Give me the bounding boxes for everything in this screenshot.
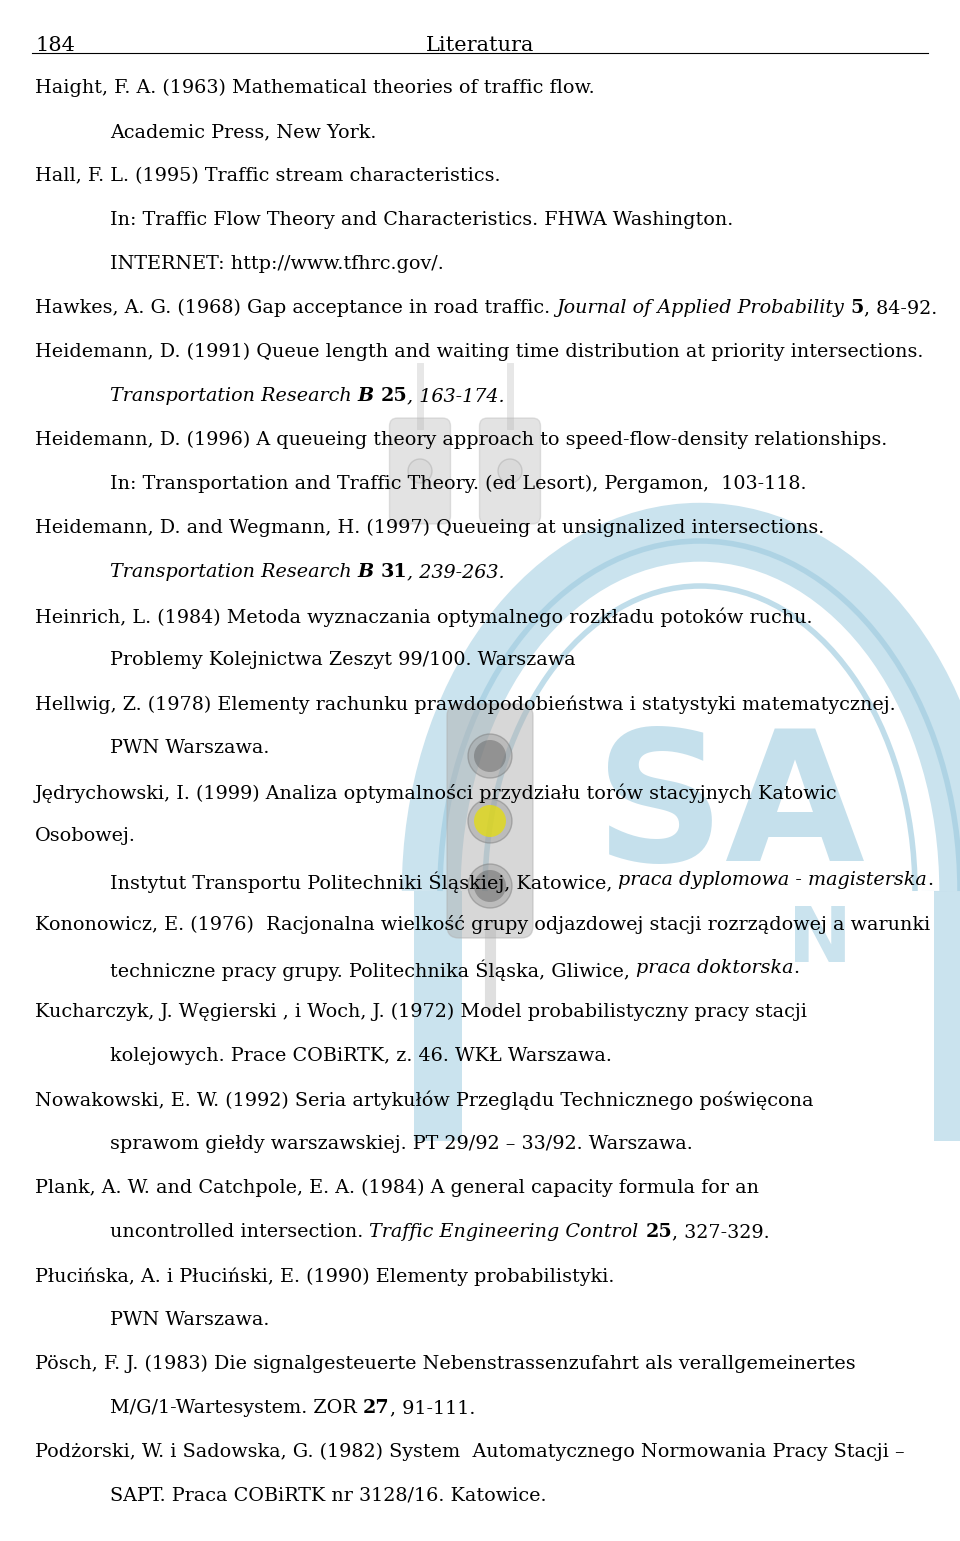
Text: uncontrolled intersection.: uncontrolled intersection. (110, 1224, 370, 1241)
Circle shape (468, 865, 512, 908)
Text: 5: 5 (851, 299, 864, 317)
FancyBboxPatch shape (479, 418, 540, 524)
Text: Plank, A. W. and Catchpole, E. A. (1984) A general capacity formula for an: Plank, A. W. and Catchpole, E. A. (1984)… (35, 1179, 759, 1197)
Text: N: N (788, 905, 852, 979)
Text: INTERNET: http://www.tfhrc.gov/.: INTERNET: http://www.tfhrc.gov/. (110, 254, 444, 273)
Text: Transportation Research: Transportation Research (110, 387, 358, 405)
Text: B: B (358, 387, 374, 405)
Text: praca dyplomowa - magisterska: praca dyplomowa - magisterska (618, 871, 927, 889)
Text: 31: 31 (380, 562, 407, 581)
Text: Traffic Engineering Control: Traffic Engineering Control (370, 1224, 638, 1241)
Text: Heinrich, L. (1984) Metoda wyznaczania optymalnego rozkładu potoków ruchu.: Heinrich, L. (1984) Metoda wyznaczania o… (35, 607, 812, 627)
Text: , 327-329.: , 327-329. (672, 1224, 770, 1241)
Text: Jędrychowski, I. (1999) Analiza optymalności przydziału torów stacyjnych Katowic: Jędrychowski, I. (1999) Analiza optymaln… (35, 783, 838, 803)
Text: Hellwig, Z. (1978) Elementy rachunku prawdopodobieństwa i statystyki matematyczn: Hellwig, Z. (1978) Elementy rachunku pra… (35, 695, 896, 713)
Text: Kucharczyk, J. Węgierski , i Woch, J. (1972) Model probabilistyczny pracy stacji: Kucharczyk, J. Węgierski , i Woch, J. (1… (35, 1003, 807, 1022)
Text: Journal of Applied Probability: Journal of Applied Probability (556, 299, 844, 317)
Text: Kononowicz, E. (1976)  Racjonalna wielkość grupy odjazdowej stacji rozrządowej a: Kononowicz, E. (1976) Racjonalna wielkoś… (35, 915, 930, 934)
Text: techniczne pracy grupy. Politechnika Śląska, Gliwice,: techniczne pracy grupy. Politechnika Ślą… (110, 959, 636, 980)
Text: Literatura: Literatura (426, 35, 534, 55)
FancyBboxPatch shape (390, 418, 450, 524)
Circle shape (474, 871, 506, 901)
FancyBboxPatch shape (447, 704, 533, 938)
Circle shape (468, 734, 512, 778)
Circle shape (408, 459, 432, 482)
Text: Hawkes, A. G. (1968) Gap acceptance in road traffic.: Hawkes, A. G. (1968) Gap acceptance in r… (35, 299, 556, 317)
Text: PWN Warszawa.: PWN Warszawa. (110, 1311, 270, 1328)
Circle shape (474, 804, 506, 837)
Circle shape (468, 798, 512, 843)
FancyBboxPatch shape (934, 891, 960, 1140)
Text: praca doktorska: praca doktorska (636, 959, 794, 977)
Text: SA: SA (595, 723, 865, 898)
FancyBboxPatch shape (414, 891, 466, 1140)
Text: Haight, F. A. (1963) Mathematical theories of traffic flow.: Haight, F. A. (1963) Mathematical theori… (35, 79, 594, 97)
Text: , 163-174.: , 163-174. (407, 387, 505, 405)
Text: In: Transportation and Traffic Theory. (ed Lesort), Pergamon,  103-118.: In: Transportation and Traffic Theory. (… (110, 475, 806, 493)
Text: Heidemann, D. (1996) A queueing theory approach to speed-flow-density relationsh: Heidemann, D. (1996) A queueing theory a… (35, 431, 887, 450)
Text: Osobowej.: Osobowej. (35, 828, 136, 844)
Circle shape (498, 459, 522, 482)
Text: , 91-111.: , 91-111. (390, 1399, 475, 1418)
Text: Pösch, F. J. (1983) Die signalgesteuerte Nebenstrassenzufahrt als verallgemeiner: Pösch, F. J. (1983) Die signalgesteuerte… (35, 1355, 855, 1373)
Text: In: Traffic Flow Theory and Characteristics. FHWA Washington.: In: Traffic Flow Theory and Characterist… (110, 211, 733, 230)
Text: .: . (927, 871, 933, 889)
Text: SAPT. Praca COBiRTK nr 3128/16. Katowice.: SAPT. Praca COBiRTK nr 3128/16. Katowice… (110, 1487, 546, 1506)
FancyBboxPatch shape (462, 891, 504, 1140)
Text: Heidemann, D. and Wegmann, H. (1997) Queueing at unsignalized intersections.: Heidemann, D. and Wegmann, H. (1997) Que… (35, 519, 825, 538)
Text: M/G/1-Wartesystem. ZOR: M/G/1-Wartesystem. ZOR (110, 1399, 363, 1418)
Text: , 239-263.: , 239-263. (407, 562, 505, 581)
Text: 25: 25 (645, 1224, 672, 1241)
FancyBboxPatch shape (892, 891, 934, 1140)
Text: Płucińska, A. i Płuciński, E. (1990) Elementy probabilistyki.: Płucińska, A. i Płuciński, E. (1990) Ele… (35, 1267, 614, 1285)
Text: Academic Press, New York.: Academic Press, New York. (110, 123, 376, 140)
Text: 184: 184 (35, 35, 75, 55)
Text: B: B (358, 562, 374, 581)
Text: Nowakowski, E. W. (1992) Seria artykułów Przeglądu Technicznego poświęcona: Nowakowski, E. W. (1992) Seria artykułów… (35, 1091, 813, 1111)
Text: Instytut Transportu Politechniki Śląskiej, Katowice,: Instytut Transportu Politechniki Śląskie… (110, 871, 618, 892)
Text: PWN Warszawa.: PWN Warszawa. (110, 740, 270, 757)
Text: Hall, F. L. (1995) Traffic stream characteristics.: Hall, F. L. (1995) Traffic stream charac… (35, 166, 500, 185)
Text: Transportation Research: Transportation Research (110, 562, 358, 581)
Text: Problemy Kolejnictwa Zeszyt 99/100. Warszawa: Problemy Kolejnictwa Zeszyt 99/100. Wars… (110, 650, 576, 669)
Text: sprawom giełdy warszawskiej. PT 29/92 – 33/92. Warszawa.: sprawom giełdy warszawskiej. PT 29/92 – … (110, 1136, 693, 1153)
Circle shape (474, 740, 506, 772)
Text: 27: 27 (363, 1399, 390, 1418)
Text: Podżorski, W. i Sadowska, G. (1982) System  Automatycznego Normowania Pracy Stac: Podżorski, W. i Sadowska, G. (1982) Syst… (35, 1442, 904, 1461)
Text: Heidemann, D. (1991) Queue length and waiting time distribution at priority inte: Heidemann, D. (1991) Queue length and wa… (35, 344, 924, 361)
Text: .: . (794, 959, 800, 977)
Text: kolejowych. Prace COBiRTK, z. 46. WKŁ Warszawa.: kolejowych. Prace COBiRTK, z. 46. WKŁ Wa… (110, 1046, 612, 1065)
Text: , 84-92.: , 84-92. (864, 299, 937, 317)
Text: 25: 25 (380, 387, 407, 405)
